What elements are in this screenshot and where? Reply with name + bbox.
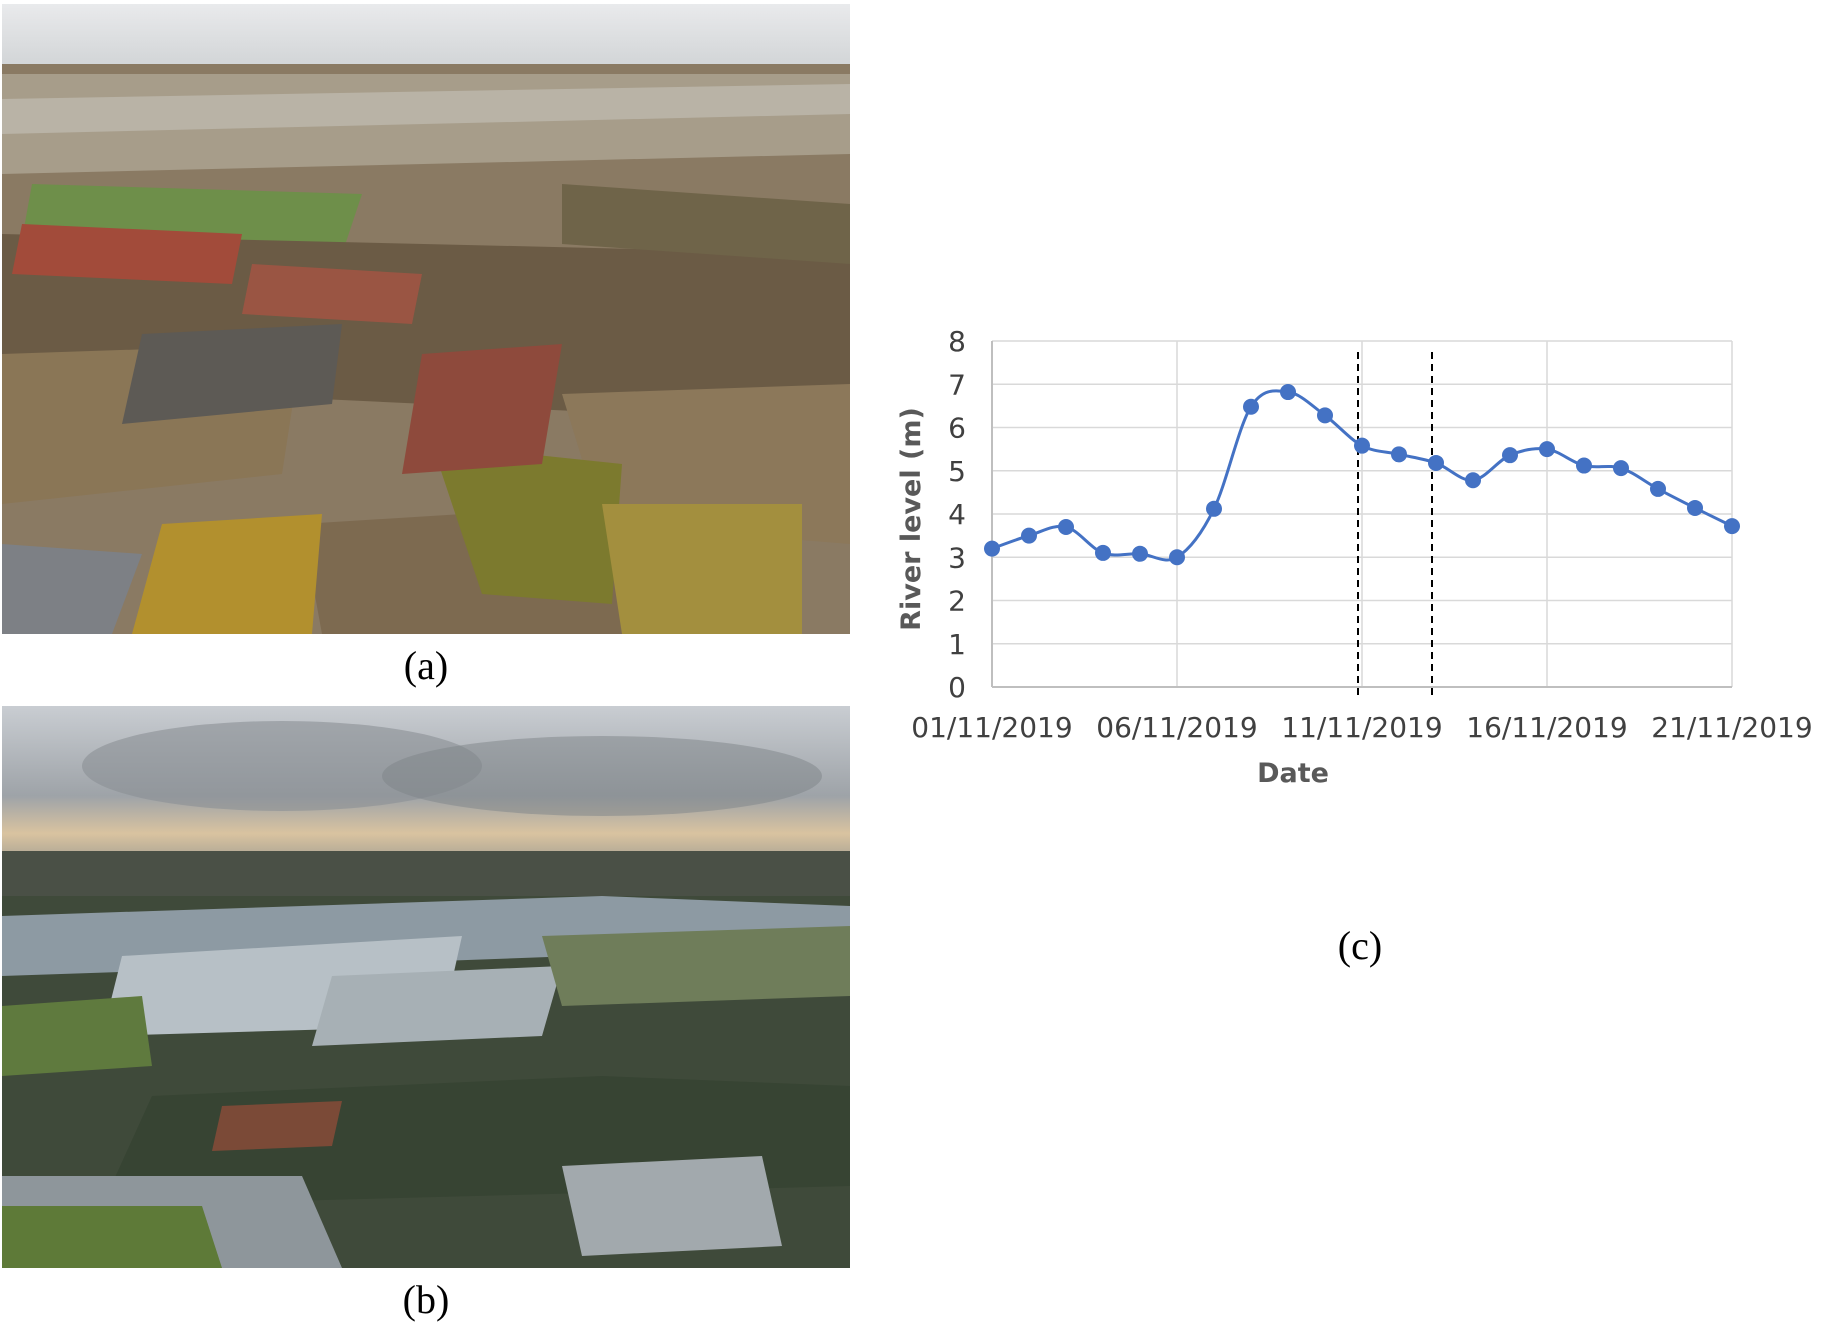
- y-tick-label-4: 4: [948, 498, 966, 531]
- x-tick-label-1: 06/11/2019: [1096, 711, 1257, 744]
- data-point-3: [1058, 518, 1074, 535]
- data-point-10: [1317, 407, 1333, 424]
- chart-x-tick-labels: 01/11/2019 06/11/2019 11/11/2019 16/11/2019…: [911, 711, 1812, 744]
- y-tick-label-6: 6: [948, 412, 966, 445]
- data-point-11: [1354, 437, 1370, 454]
- chart-reference-lines: [1357, 352, 1433, 700]
- data-point-7: [1206, 500, 1222, 517]
- x-tick-label-0: 01/11/2019: [911, 711, 1072, 744]
- x-tick-label-3: 16/11/2019: [1466, 711, 1627, 744]
- x-tick-label-2: 11/11/2019: [1281, 711, 1442, 744]
- data-point-14: [1465, 472, 1481, 489]
- data-point-2: [1021, 527, 1037, 544]
- data-point-16: [1539, 441, 1555, 458]
- y-tick-label-2: 2: [948, 585, 966, 618]
- data-point-19: [1650, 480, 1666, 497]
- panel-label-c: (c): [1337, 923, 1383, 968]
- y-tick-label-0: 0: [948, 671, 966, 704]
- river-level-chart: 0 1 2 3 4 5 6 7 8 01/11/2019 06/11/2019 11/11/2019…: [896, 325, 1813, 789]
- y-tick-label-7: 7: [948, 368, 966, 401]
- data-point-12: [1391, 446, 1407, 463]
- chart-y-tick-labels: 0 1 2 3 4 5 6 7 8: [948, 325, 966, 704]
- photo-b-image: [2, 706, 850, 1268]
- photo-a-image: [2, 4, 850, 634]
- data-point-5: [1132, 545, 1148, 562]
- data-point-15: [1502, 447, 1518, 464]
- data-point-4: [1095, 544, 1111, 561]
- y-tick-label-1: 1: [948, 628, 966, 661]
- y-axis-title: River level (m): [896, 407, 927, 631]
- y-tick-label-8: 8: [948, 325, 966, 358]
- chart-gridlines: [991, 340, 1733, 688]
- series-points: [984, 384, 1740, 566]
- data-point-17: [1576, 457, 1592, 474]
- data-point-13: [1428, 454, 1444, 471]
- y-tick-label-5: 5: [948, 455, 966, 488]
- x-axis-title: Date: [1257, 758, 1329, 789]
- y-tick-label-3: 3: [948, 541, 966, 574]
- data-point-8: [1243, 398, 1259, 415]
- data-point-6: [1169, 549, 1185, 566]
- data-point-18: [1613, 460, 1629, 477]
- x-tick-label-4: 21/11/2019: [1651, 711, 1812, 744]
- data-point-9: [1280, 384, 1296, 401]
- panel-label-a: (a): [403, 643, 449, 688]
- data-point-21: [1724, 518, 1740, 535]
- photo-b-flooded-plain: [2, 706, 850, 1268]
- data-point-20: [1687, 499, 1703, 516]
- data-point-1: [984, 540, 1000, 557]
- photo-a-flooded-village: [2, 4, 850, 634]
- panel-label-b: (b): [402, 1277, 450, 1322]
